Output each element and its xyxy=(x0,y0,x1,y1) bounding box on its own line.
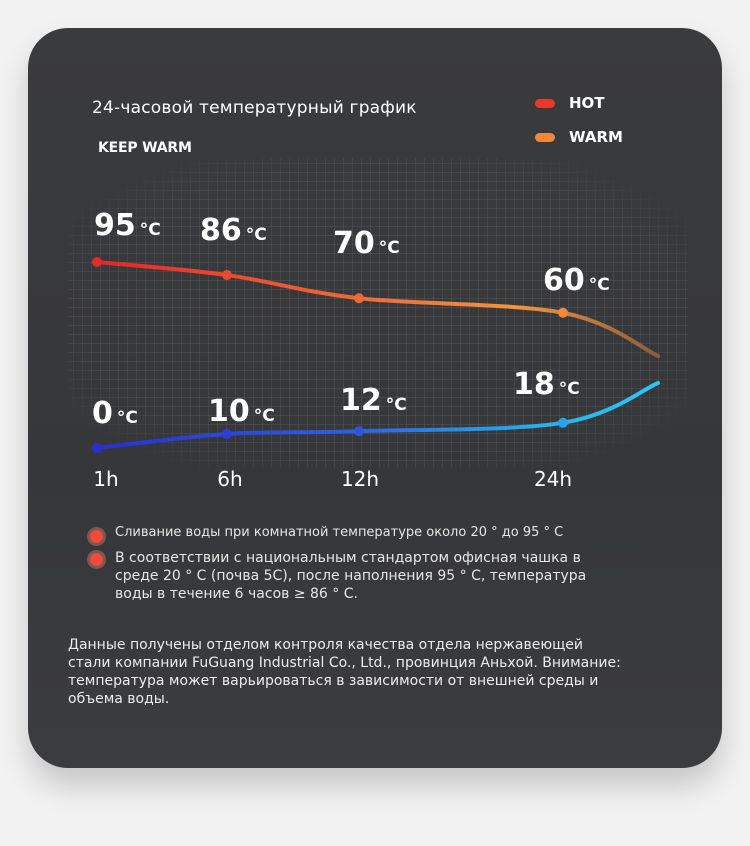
note-text: В соответствии с национальным стандартом… xyxy=(115,550,587,602)
legend-item-warm: WARM xyxy=(535,128,623,146)
series-points xyxy=(92,257,568,453)
x-axis-ticks: 1h 6h 12h 24h xyxy=(93,467,572,491)
hot-point xyxy=(354,293,364,304)
chart-grid xyxy=(68,158,688,468)
value-labels: 95 °C 86 °C 70 °C 60 °C 0 °C 10 °C 12 °C 18 °C xyxy=(92,208,610,431)
temperature-chart: 95 °C 86 °C 70 °C 60 °C 0 °C 10 °C 12 °C 18 °C 1h 6h 12h 2… xyxy=(68,158,688,491)
hot-value-label: 70 °C xyxy=(333,226,400,261)
hot-point xyxy=(558,307,568,318)
note-item: Сливание воды при комнатной температуре … xyxy=(90,524,590,543)
cold-point xyxy=(558,417,568,428)
note-item: В соответствии с национальным стандартом… xyxy=(90,549,590,603)
chart-subtitle: KEEP WARM xyxy=(98,140,192,156)
legend-item-hot: HOT xyxy=(535,94,605,112)
note-text: Сливание воды при комнатной температуре … xyxy=(115,525,564,540)
hot-point xyxy=(222,270,232,281)
hot-value-label: 60 °C xyxy=(543,263,610,298)
cold-value-label: 10 °C xyxy=(208,394,275,429)
bullet-dot-icon xyxy=(90,530,103,543)
cold-value-label: 12 °C xyxy=(340,383,407,418)
cold-point xyxy=(92,443,102,453)
cold-point xyxy=(354,426,364,437)
x-tick-label: 6h xyxy=(217,467,242,491)
cold-value-label: 18 °C xyxy=(513,367,580,402)
chart-title: 24-часовой температурный график xyxy=(92,98,417,118)
bullet-dot-icon xyxy=(90,553,103,566)
info-card: 24-часовой температурный график KEEP WAR… xyxy=(28,28,722,768)
x-tick-label: 1h xyxy=(93,467,118,491)
cold-value-label: 0 °C xyxy=(92,396,138,431)
x-tick-label: 24h xyxy=(534,467,572,491)
hot-point xyxy=(92,257,102,267)
hot-value-label: 86 °C xyxy=(200,213,267,248)
legend-swatch-hot xyxy=(535,98,555,108)
legend-label-warm: WARM xyxy=(569,128,623,146)
notes-list: Сливание воды при комнатной температуре … xyxy=(90,524,590,611)
x-tick-label: 12h xyxy=(341,467,379,491)
hot-value-label: 95 °C xyxy=(94,208,161,243)
legend-label-hot: HOT xyxy=(569,94,605,112)
legend-swatch-warm xyxy=(535,132,555,142)
footer-disclaimer: Данные получены отделом контроля качеств… xyxy=(68,637,621,707)
cold-point xyxy=(222,429,232,439)
